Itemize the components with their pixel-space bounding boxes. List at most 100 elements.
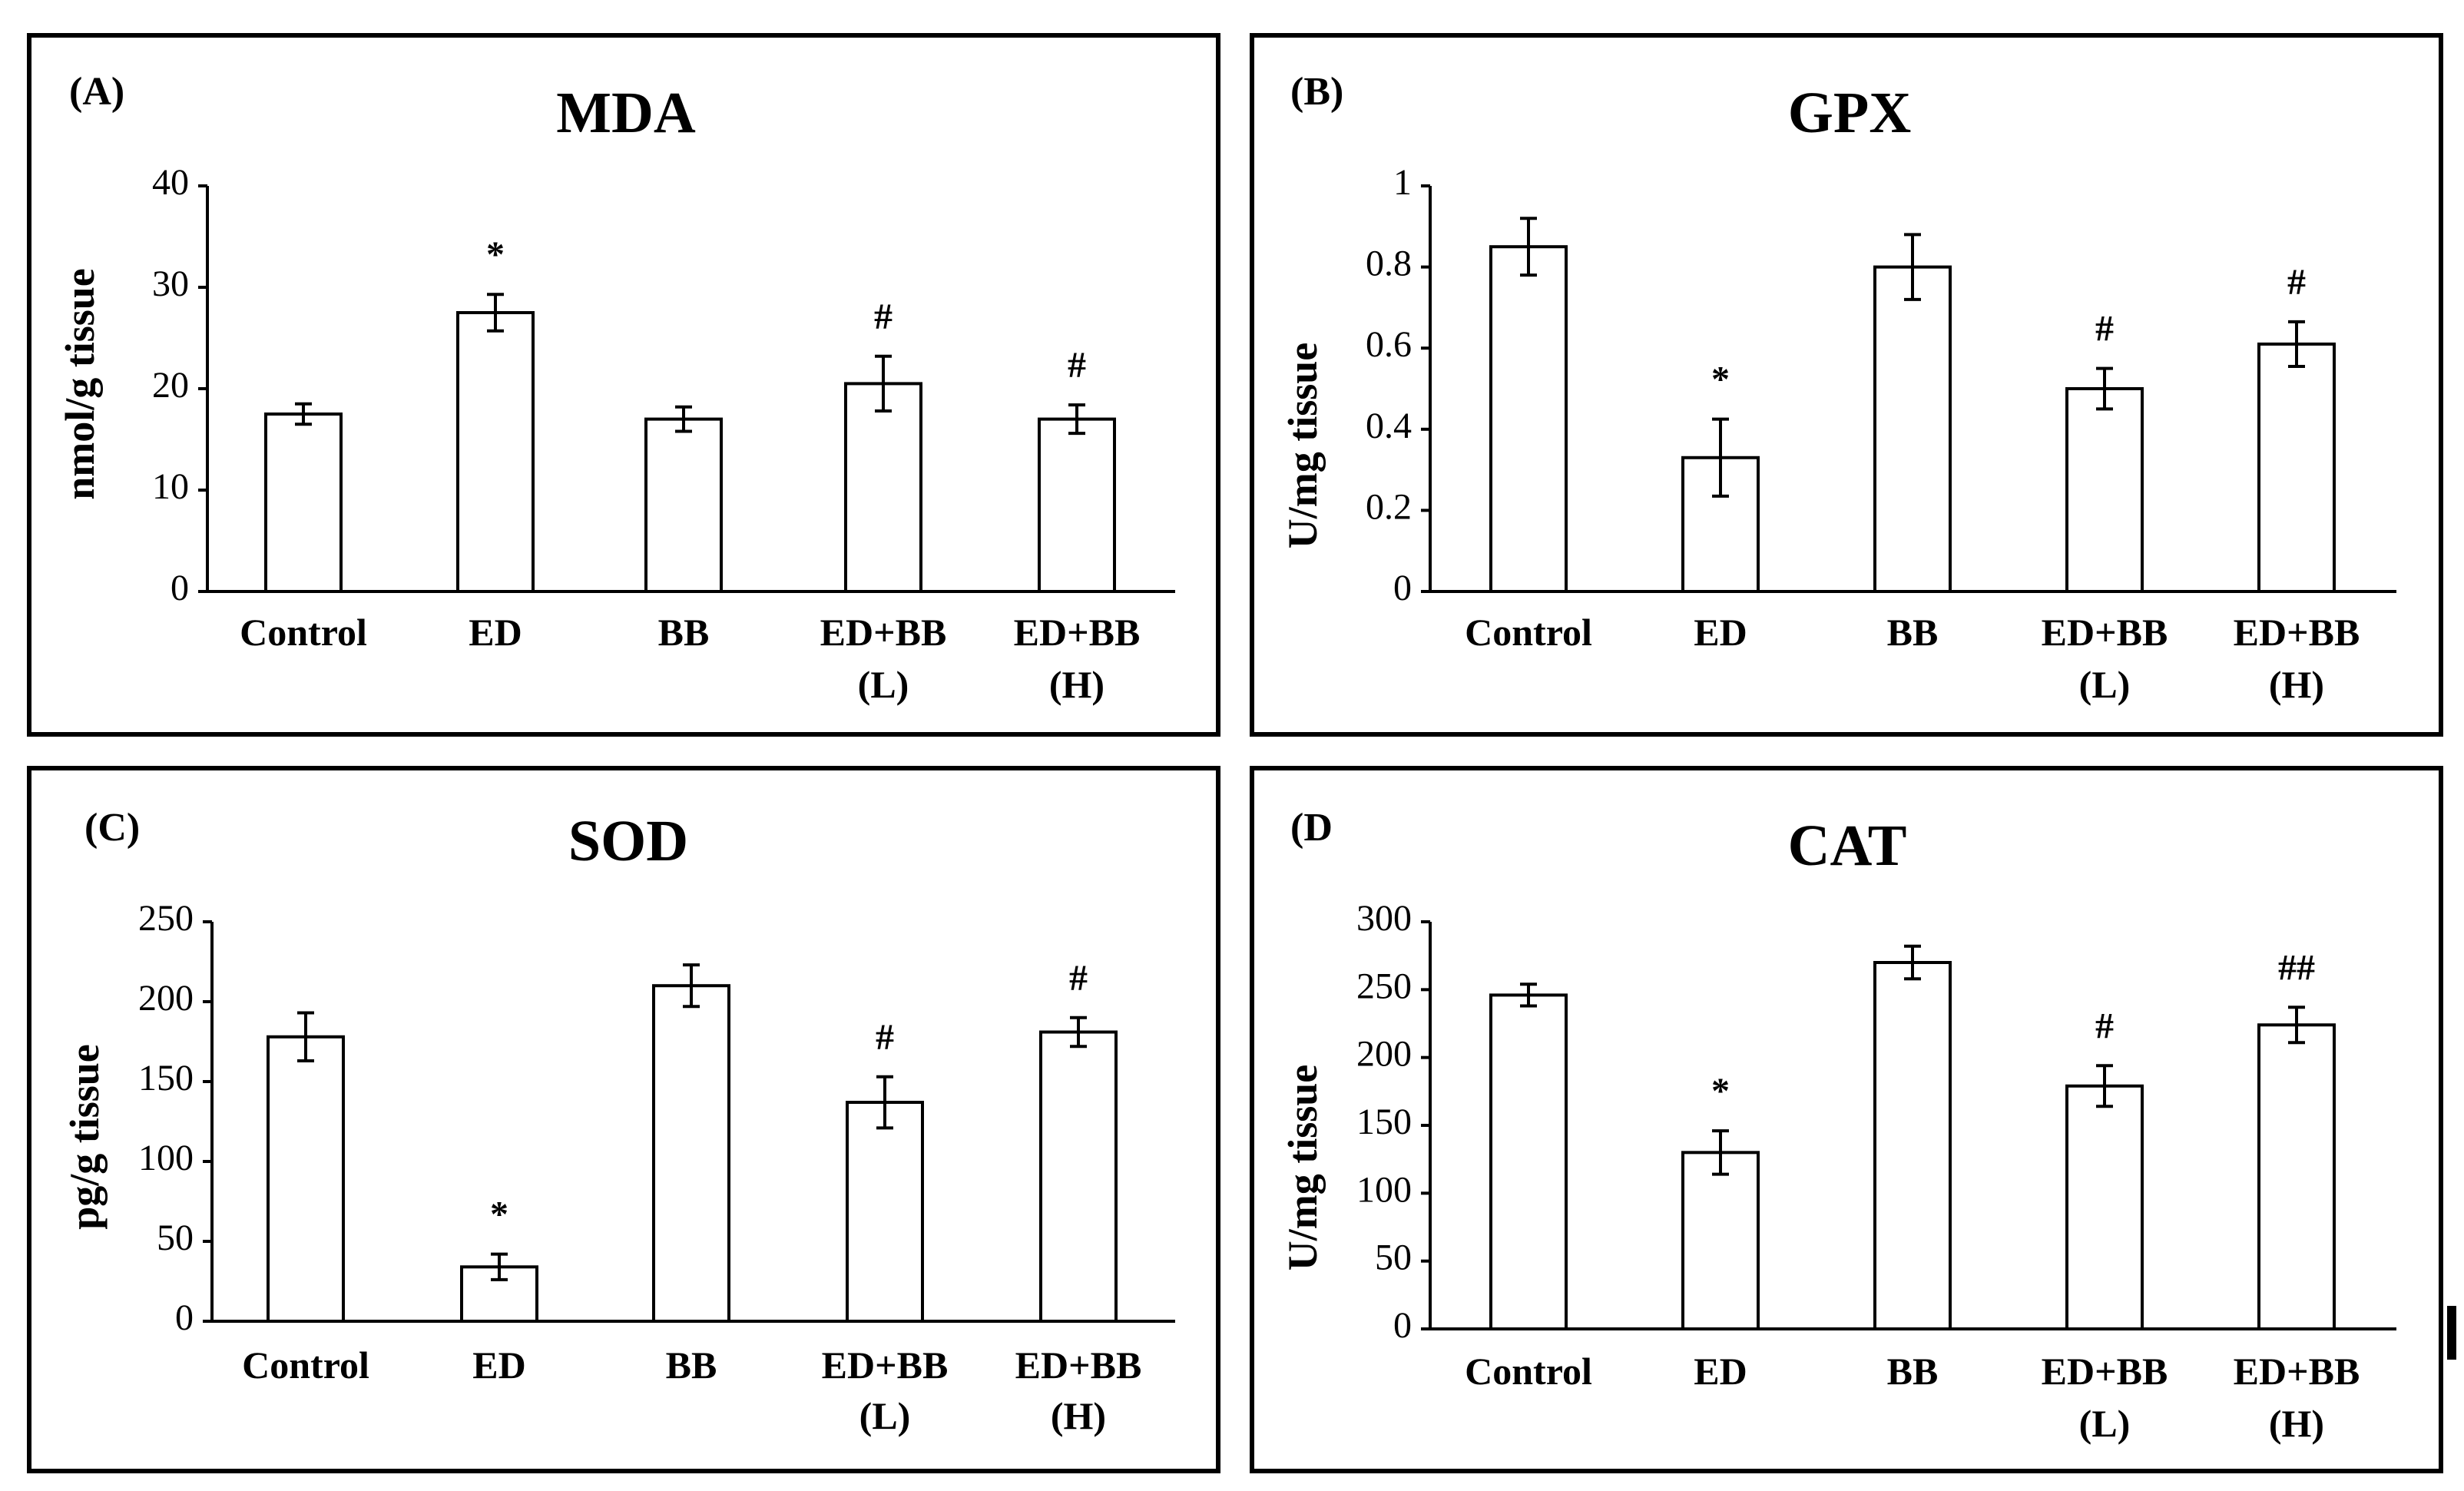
x-tick-label: (L) [859,1394,911,1437]
bar [2257,342,2336,593]
y-tick-label: 50 [1375,1238,1412,1278]
significance-marker: * [1711,1071,1730,1112]
y-tick-label: 0 [1393,568,1412,608]
significance-marker: # [2095,309,2114,350]
significance-marker: # [1068,345,1086,386]
significance-marker: # [876,1017,894,1058]
edge-mark [2447,1306,2456,1360]
significance-marker: * [1711,359,1730,400]
panel-a-y-axis-label: nmol/g tissue [57,268,103,500]
panel-d-title: CAT [1788,813,1907,878]
y-tick-label: 200 [1356,1034,1412,1075]
x-tick-label: (L) [2079,663,2131,706]
bar [1038,417,1116,593]
panel-d-label: (D [1290,806,1333,850]
bar [2065,387,2144,593]
panel-d-y-axis-label: U/mg tissue [1280,1065,1326,1271]
significance-marker: # [1069,958,1088,999]
bar [1873,265,1952,593]
x-tick-label: ED+BB [2234,1350,2360,1393]
bar [2257,1023,2336,1331]
significance-marker: # [2287,262,2306,303]
x-tick-label: Control [1465,611,1592,654]
panel-d-cat: (D CAT U/mg tissue 0 50 100 150 200 250 300 Con… [1250,766,2443,1473]
panel-c-sod: (C) SOD pg/g tissue 0 50 100 150 200 250 Contr… [27,766,1220,1473]
bar [652,984,730,1323]
y-tick-label: 10 [152,466,189,507]
panel-a-mda: (A) MDA nmol/g tissue 0 10 20 30 40 Control * E… [27,33,1220,737]
significance-marker: * [490,1194,508,1235]
x-tick-label: Control [242,1344,369,1387]
bar [1039,1030,1118,1324]
x-tick-label: (H) [1049,663,1104,706]
x-tick-label: Control [240,611,367,654]
y-tick-label: 150 [1356,1102,1412,1142]
significance-marker: ## [2278,947,2315,988]
x-tick-label: BB [1887,611,1939,654]
panel-c-title: SOD [568,809,688,873]
y-tick-label: 0.8 [1366,244,1412,284]
panel-c-label: (C) [84,806,140,850]
x-tick-label: ED+BB [2042,1350,2168,1393]
y-tick-label: 150 [138,1058,194,1098]
y-tick-label: 20 [152,365,189,406]
x-tick-label: (H) [2269,1402,2324,1445]
y-tick-label: 250 [1356,966,1412,1006]
x-tick-label: ED+BB [820,611,947,654]
bar [1489,245,1568,593]
y-tick-label: 40 [152,162,189,203]
x-tick-label: BB [666,1344,717,1387]
bar [267,1035,345,1323]
panel-c-y-axis-label: pg/g tissue [61,1044,108,1230]
panel-b-frame [1250,33,2443,737]
x-tick-label: (H) [1051,1394,1106,1437]
x-tick-label: ED+BB [1015,1344,1142,1387]
significance-marker: * [486,234,505,275]
bar [2065,1084,2144,1331]
y-tick-label: 0.2 [1366,486,1412,527]
panel-a-title: MDA [556,81,696,145]
significance-marker: # [874,297,893,337]
y-tick-label: 100 [1356,1169,1412,1210]
y-tick-label: 100 [138,1138,194,1178]
y-tick-label: 0 [171,568,189,608]
y-tick-label: 50 [157,1218,194,1258]
bar [1873,961,1952,1330]
x-tick-label: (H) [2269,663,2324,706]
y-tick-label: 1 [1393,162,1412,203]
x-tick-label: ED [472,1344,525,1387]
bar [1489,993,1568,1331]
bar [456,311,535,593]
x-tick-label: ED+BB [822,1344,949,1387]
panel-a-frame [27,33,1220,737]
panel-b-label: (B) [1290,70,1343,114]
x-tick-label: ED [469,611,522,654]
significance-marker: # [2095,1006,2114,1046]
bar [644,417,723,593]
panel-a-label: (A) [69,70,124,114]
panel-b-gpx: (B) GPX U/mg tissue 0 0.2 0.4 0.6 0.8 1 Contro… [1250,33,2443,737]
x-tick-label: (L) [858,663,909,706]
x-tick-label: BB [658,611,710,654]
y-tick-label: 30 [152,263,189,304]
panel-b-y-axis-label: U/mg tissue [1280,343,1326,549]
y-tick-label: 250 [138,898,194,939]
x-tick-label: ED+BB [2042,611,2168,654]
panel-d-frame [1250,766,2443,1473]
y-tick-label: 0.6 [1366,324,1412,365]
bar [846,1101,924,1324]
y-tick-label: 0 [175,1297,194,1338]
y-tick-label: 200 [138,978,194,1019]
panel-b-title: GPX [1788,81,1911,145]
x-tick-label: ED+BB [1014,611,1141,654]
bar [844,382,922,593]
y-tick-label: 0 [1393,1305,1412,1346]
x-tick-label: (L) [2079,1402,2131,1445]
x-tick-label: Control [1465,1350,1592,1393]
x-tick-label: ED+BB [2234,611,2360,654]
y-tick-label: 0.4 [1366,406,1412,446]
x-tick-label: BB [1887,1350,1939,1393]
bar [1681,1151,1760,1331]
x-tick-label: ED [1694,1350,1747,1393]
